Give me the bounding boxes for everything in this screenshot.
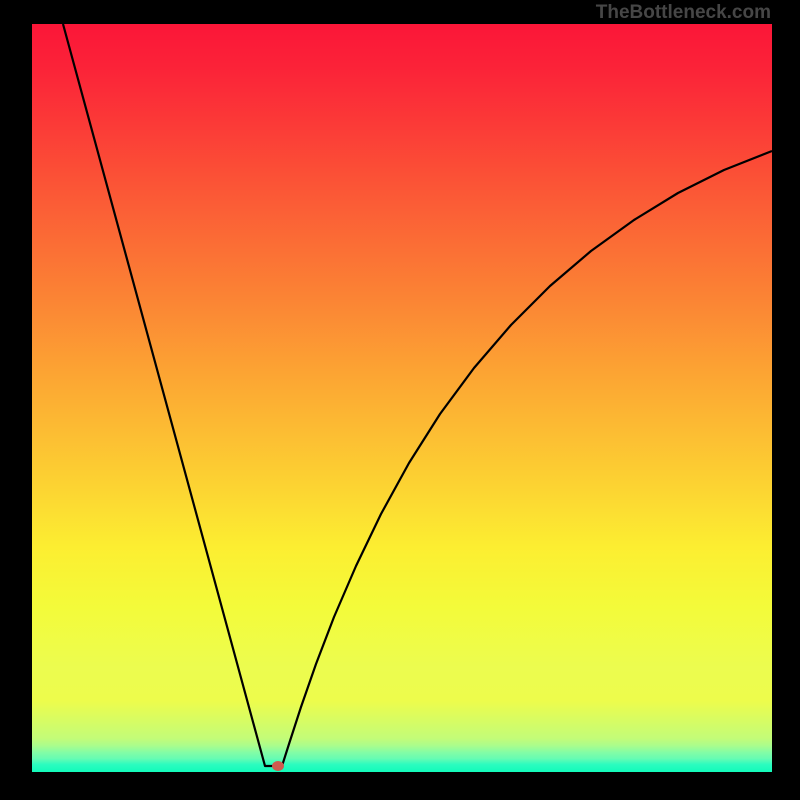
watermark-text: TheBottleneck.com — [596, 2, 771, 24]
chart-container: TheBottleneck.com — [0, 0, 800, 800]
minimum-marker — [272, 761, 284, 771]
curve-layer — [0, 0, 800, 800]
bottleneck-curve — [63, 24, 772, 766]
